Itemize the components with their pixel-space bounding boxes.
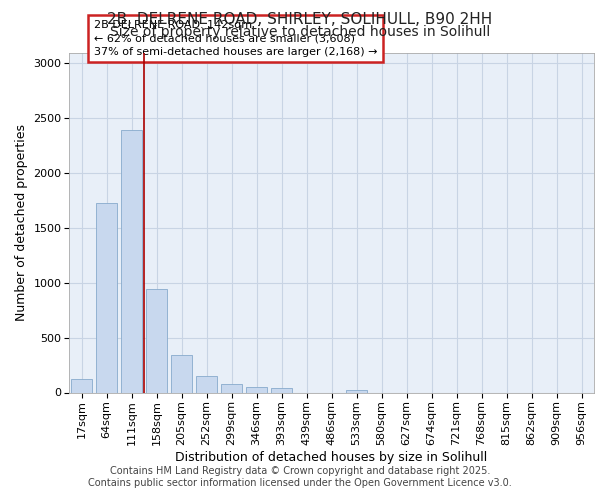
Text: Size of property relative to detached houses in Solihull: Size of property relative to detached ho… xyxy=(110,25,490,39)
Bar xyxy=(196,376,217,392)
Bar xyxy=(346,390,367,392)
Bar xyxy=(146,290,167,393)
Bar xyxy=(221,384,242,392)
Text: 2B DELRENE ROAD: 142sqm
← 62% of detached houses are smaller (3,608)
37% of semi: 2B DELRENE ROAD: 142sqm ← 62% of detache… xyxy=(94,20,377,57)
Y-axis label: Number of detached properties: Number of detached properties xyxy=(14,124,28,321)
Bar xyxy=(271,388,292,392)
Bar xyxy=(171,355,192,393)
Bar xyxy=(121,130,142,392)
Bar xyxy=(246,388,267,392)
Text: 2B, DELRENE ROAD, SHIRLEY, SOLIHULL, B90 2HH: 2B, DELRENE ROAD, SHIRLEY, SOLIHULL, B90… xyxy=(107,12,493,28)
Bar xyxy=(96,203,117,392)
Bar xyxy=(71,380,92,392)
X-axis label: Distribution of detached houses by size in Solihull: Distribution of detached houses by size … xyxy=(175,451,488,464)
Text: Contains HM Land Registry data © Crown copyright and database right 2025.
Contai: Contains HM Land Registry data © Crown c… xyxy=(88,466,512,487)
